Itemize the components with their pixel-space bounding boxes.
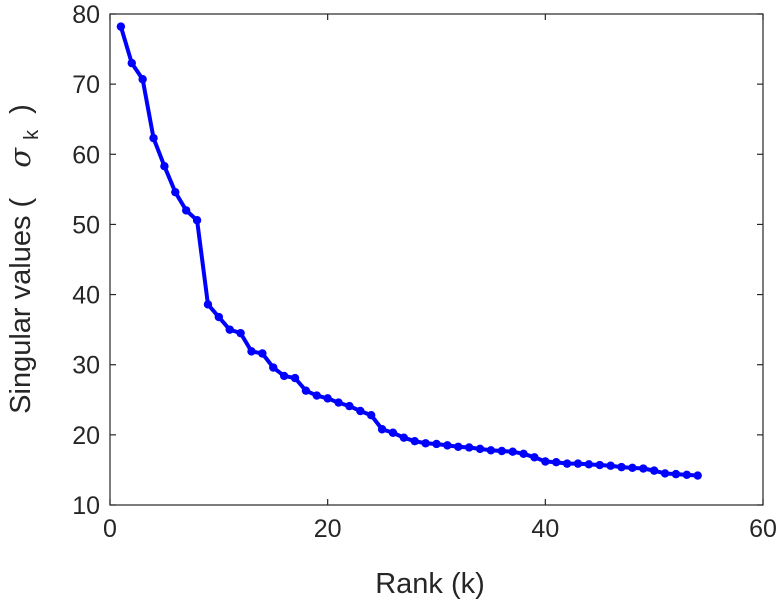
x-tick-label: 40 xyxy=(531,515,559,543)
data-point xyxy=(606,461,615,470)
data-point xyxy=(247,347,256,356)
data-point xyxy=(149,133,158,143)
data-point xyxy=(617,462,626,472)
y-tick-label: 20 xyxy=(72,422,100,450)
data-point xyxy=(508,447,517,456)
data-point xyxy=(443,441,452,450)
y-tick-label: 60 xyxy=(72,141,100,169)
y-axis-label-prefix: Singular values ( xyxy=(5,197,37,413)
x-tick-label: 60 xyxy=(749,515,777,543)
y-tick-label: 10 xyxy=(72,492,100,520)
data-point xyxy=(649,466,659,475)
data-point xyxy=(530,453,539,462)
data-point xyxy=(203,300,213,309)
data-point xyxy=(573,459,583,468)
plot-area xyxy=(109,13,764,506)
data-point xyxy=(279,371,289,381)
data-point xyxy=(399,433,409,442)
data-point xyxy=(160,162,169,171)
data-point xyxy=(181,206,191,215)
data-point xyxy=(519,449,528,458)
data-point xyxy=(345,401,354,411)
data-point xyxy=(388,428,398,437)
x-axis-ticks: 0 20 40 60 xyxy=(103,14,777,543)
data-point xyxy=(236,328,245,338)
data-point xyxy=(562,459,572,468)
data-point xyxy=(454,442,463,451)
y-tick-label: 70 xyxy=(72,71,100,99)
data-point xyxy=(639,464,648,473)
data-point xyxy=(486,446,496,455)
data-point xyxy=(225,325,234,334)
data-point xyxy=(269,363,278,372)
x-axis-label: Rank (k) xyxy=(375,568,485,600)
data-point xyxy=(356,406,365,416)
data-point xyxy=(464,443,474,452)
y-tick-label: 80 xyxy=(72,1,100,29)
data-point xyxy=(410,436,419,446)
data-point xyxy=(421,439,430,448)
y-axis-label-symbol: σ xyxy=(3,147,37,168)
data-point xyxy=(432,439,441,449)
series-layer xyxy=(116,22,702,480)
y-tick-label: 40 xyxy=(72,282,100,310)
data-point xyxy=(290,373,300,383)
data-point xyxy=(660,469,670,478)
data-point xyxy=(258,349,267,358)
y-axis-label-suffix: ) xyxy=(5,104,37,114)
data-point xyxy=(628,463,637,473)
data-point xyxy=(301,386,311,395)
data-point xyxy=(116,22,126,31)
data-point xyxy=(312,391,321,400)
data-point xyxy=(323,394,332,403)
data-point xyxy=(171,187,180,197)
data-point xyxy=(682,470,692,480)
data-point xyxy=(552,458,561,467)
x-tick-label: 0 xyxy=(103,515,117,543)
data-point xyxy=(192,216,202,225)
data-point xyxy=(127,58,136,68)
y-tick-label: 50 xyxy=(72,211,100,239)
data-point xyxy=(334,398,343,407)
data-point xyxy=(138,75,147,84)
y-axis-label-subscript: k xyxy=(21,129,43,140)
data-point xyxy=(541,457,550,466)
data-point xyxy=(693,471,702,480)
y-axis-label: Singular values ( σ k ) xyxy=(3,104,45,414)
data-point xyxy=(671,469,681,479)
y-axis-ticks: 10 20 30 40 50 60 70 80 xyxy=(72,1,763,520)
data-point xyxy=(595,460,604,470)
data-point xyxy=(497,446,506,456)
x-tick-label: 20 xyxy=(314,515,342,543)
data-point xyxy=(214,312,224,322)
data-point xyxy=(584,460,594,469)
data-point xyxy=(475,444,485,454)
y-tick-label: 30 xyxy=(72,352,100,380)
data-point xyxy=(377,425,387,434)
data-point xyxy=(367,411,376,420)
